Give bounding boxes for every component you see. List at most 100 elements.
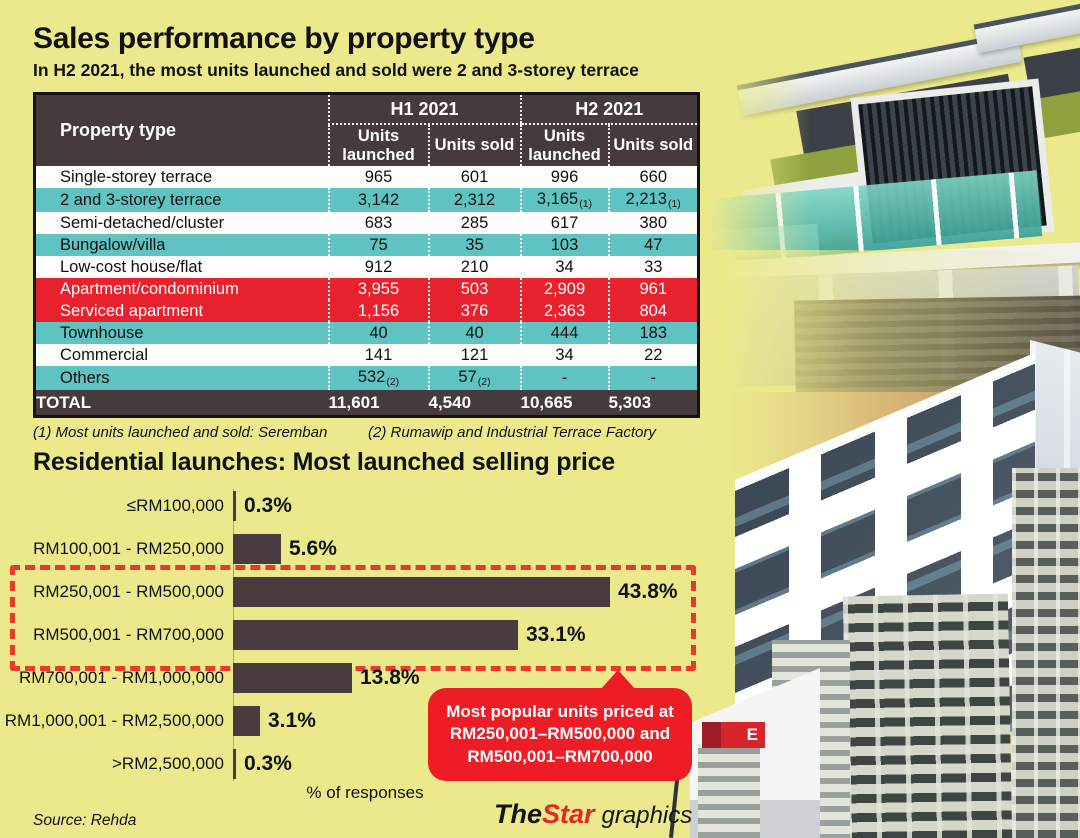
chart-bar-segment — [233, 619, 518, 650]
brand-the: The — [494, 799, 543, 829]
chart-value-label: 43.8% — [618, 579, 678, 603]
chart-category-label: RM500,001 - RM700,000 — [33, 624, 224, 644]
chart-value-label: 13.8% — [360, 665, 420, 689]
row-value: 121 — [427, 344, 521, 366]
row-label: 2 and 3-storey terrace — [60, 191, 222, 209]
chart-title: Residential launches: Most launched sell… — [33, 448, 616, 476]
yellow-fade-overlay — [690, 40, 810, 255]
column-header-h1-units-sold: Units sold — [427, 124, 521, 166]
row-value: 34 — [519, 344, 609, 366]
chart-row: >RM2,500,000 0.3% — [0, 742, 720, 785]
row-value: 34 — [519, 256, 609, 278]
row-value: 2,363 — [519, 300, 609, 322]
callout-line-3: RM500,001–RM700,000 — [467, 746, 653, 766]
callout-line-1: Most popular units priced at — [446, 702, 674, 721]
column-header-h1-units-launched: Units launched — [327, 124, 429, 166]
row-value: 804 — [607, 300, 699, 322]
row-value: 75 — [327, 234, 429, 256]
row-value: 376 — [427, 300, 521, 322]
footnote-1: (1) Most units launched and sold: Seremb… — [33, 424, 328, 441]
page-subtitle: In H2 2021, the most units launched and … — [33, 60, 639, 80]
row-value: 183 — [607, 322, 699, 344]
row-value: 617 — [519, 212, 609, 234]
row-value: 912 — [327, 256, 429, 278]
row-value: 22 — [607, 344, 699, 366]
chart-value-label: 3.1% — [268, 708, 316, 732]
row-value: 965 — [327, 166, 429, 188]
row-label: Commercial — [60, 346, 149, 364]
chart-rows: ≤RM100,000 0.3% RM100,001 - RM250,000 5.6% R… — [0, 484, 720, 785]
chart-x-axis-label: % of responses — [306, 783, 424, 802]
row-value: 40 — [327, 322, 429, 344]
column-group-h1-2021: H1 2021 — [327, 93, 521, 125]
row-value: 40 — [427, 322, 521, 344]
row-label: Others — [60, 369, 110, 387]
table-footnotes: (1) Most units launched and sold: Seremb… — [33, 424, 697, 441]
row-value: 3,955 — [327, 278, 429, 300]
row-value: 141 — [327, 344, 429, 366]
row-value: 210 — [427, 256, 521, 278]
row-value: 996 — [519, 166, 609, 188]
publisher-logo: TheStar graphics — [494, 799, 692, 830]
table-total-row: TOTAL 11,601 4,540 10,665 5,303 — [34, 390, 699, 417]
e-sign-label: E — [746, 725, 758, 744]
chart-value-label: 33.1% — [526, 622, 586, 646]
row-value: 35 — [427, 234, 521, 256]
table-header: Property type H1 2021 H2 2021 Units laun… — [34, 93, 699, 166]
brand-graphics: graphics — [601, 802, 693, 829]
footnote-marker: (2) — [386, 376, 400, 388]
chart-row: RM100,001 - RM250,000 5.6% — [0, 527, 720, 570]
tower-block-right-image — [1012, 468, 1080, 838]
row-value: 2,312 — [427, 188, 521, 212]
brand-star: Star — [542, 799, 595, 829]
callout-line-2: RM250,001–RM500,000 and — [449, 724, 671, 744]
row-value: 33 — [607, 256, 699, 278]
chart-bar-segment — [233, 576, 610, 607]
table-row: Commercial 141 121 34 22 — [34, 344, 699, 366]
row-value: 285 — [427, 212, 521, 234]
row-value: 601 — [427, 166, 521, 188]
chart-row: ≤RM100,000 0.3% — [0, 484, 720, 527]
chart-row: RM500,001 - RM700,000 33.1% — [0, 613, 720, 656]
row-value: 57(2) — [427, 366, 521, 390]
row-value: 683 — [327, 212, 429, 234]
table-row: Bungalow/villa 75 35 103 47 — [34, 234, 699, 256]
column-header-property-type: Property type — [34, 93, 329, 166]
footnote-marker: (1) — [579, 198, 593, 210]
row-label: Single-storey terrace — [60, 168, 213, 186]
chart-category-label: RM250,001 - RM500,000 — [33, 581, 224, 601]
row-value: 47 — [607, 234, 699, 256]
total-h1-launched: 11,601 — [328, 392, 380, 412]
row-value: 2,213(1) — [607, 188, 699, 212]
chart-bar-segment — [233, 533, 281, 564]
total-h1-sold: 4,540 — [428, 392, 472, 412]
table-row: Townhouse 40 40 444 183 — [34, 322, 699, 344]
row-value: 660 — [607, 166, 699, 188]
footnote-2: (2) Rumawip and Industrial Terrace Facto… — [368, 424, 656, 441]
total-h2-sold: 5,303 — [608, 392, 652, 412]
chart-row: RM700,001 - RM1,000,000 13.8% — [0, 656, 720, 699]
table-row: Serviced apartment 1,156 376 2,363 804 — [34, 300, 699, 322]
chart-value-label: 5.6% — [289, 536, 337, 560]
chart-bar-segment — [233, 490, 236, 521]
row-value: 2,909 — [519, 278, 609, 300]
chart-bar-segment — [233, 705, 260, 736]
footnote-marker: (1) — [667, 198, 681, 210]
row-value: - — [519, 366, 609, 390]
row-label: Semi-detached/cluster — [60, 214, 225, 232]
table-row: Others 532(2) 57(2) - - — [34, 366, 699, 390]
total-label: TOTAL — [36, 392, 92, 412]
bar-chart: ≤RM100,000 0.3% RM100,001 - RM250,000 5.6% R… — [0, 484, 720, 785]
row-value: 961 — [607, 278, 699, 300]
chart-category-label: RM1,000,001 - RM2,500,000 — [4, 710, 224, 730]
table-row: Low-cost house/flat 912 210 34 33 — [34, 256, 699, 278]
table-row: Apartment/condominium 3,955 503 2,909 961 — [34, 278, 699, 300]
chart-value-label: 0.3% — [244, 493, 292, 517]
property-table-body: Single-storey terrace 965 601 996 660 2 and 3… — [34, 166, 699, 390]
tower-block-far-left-image — [698, 744, 760, 838]
table-row: 2 and 3-storey terrace 3,142 2,312 3,165(1)… — [34, 188, 699, 212]
chart-value-label: 0.3% — [244, 751, 292, 775]
